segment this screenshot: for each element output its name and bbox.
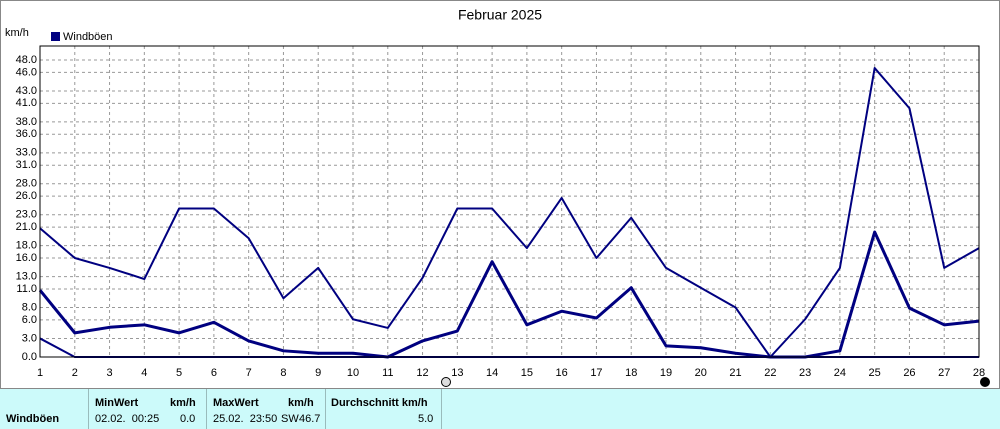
x-tick-label: 8 — [280, 367, 286, 379]
x-tick-label: 2 — [72, 367, 78, 379]
cell: 25.02. 23:50 — [213, 413, 278, 425]
cell: SW — [281, 413, 299, 425]
x-tick-label: 27 — [938, 367, 950, 379]
y-tick-label: 21.0 — [16, 221, 37, 233]
y-tick-label: 16.0 — [16, 252, 37, 264]
y-tick-label: 33.0 — [16, 147, 37, 159]
separator — [325, 389, 326, 429]
x-tick-label: 20 — [695, 367, 707, 379]
row-label: Windböen — [6, 413, 60, 425]
y-tick-label: 0.0 — [22, 351, 37, 363]
x-tick-label: 10 — [347, 367, 359, 379]
y-tick-label: 6.0 — [22, 314, 37, 326]
cell: 46.7 — [299, 413, 321, 425]
y-tick-label: 43.0 — [16, 85, 37, 97]
y-tick-label: 36.0 — [16, 128, 37, 140]
plot-frame — [39, 45, 980, 358]
chart: Februar 2025 km/h Windböen 0.0 3.0 6.08.0 1… — [0, 0, 1000, 389]
y-tick-label: 38.0 — [16, 116, 37, 128]
cell: 5.0 — [418, 413, 434, 425]
x-tick-label: 7 — [246, 367, 252, 379]
cell: 0.0 — [180, 413, 196, 425]
separator — [206, 389, 207, 429]
x-tick-label: 9 — [315, 367, 321, 379]
x-tick-label: 17 — [590, 367, 602, 379]
nav-icon[interactable] — [980, 377, 990, 387]
header: MaxWert — [213, 397, 259, 409]
y-unit: km/h — [5, 27, 29, 39]
y-tick-label: 26.0 — [16, 190, 37, 202]
x-tick-label: 15 — [521, 367, 533, 379]
x-tick-label: 4 — [141, 367, 147, 379]
y-tick-label: 18.0 — [16, 240, 37, 252]
y-tick-label: 23.0 — [16, 209, 37, 221]
x-tick-label: 26 — [903, 367, 915, 379]
series-line — [39, 67, 980, 358]
x-tick-label: 21 — [729, 367, 741, 379]
chart-title: Februar 2025 — [458, 7, 542, 23]
summary-table: Windböen MinWert km/h 02.02. 00:25 0.0 M… — [0, 389, 1000, 429]
header: Durchschnitt km/h — [331, 397, 428, 409]
x-tick-label: 22 — [764, 367, 776, 379]
x-tick-label: 24 — [834, 367, 846, 379]
x-tick-label: 28 — [973, 367, 985, 379]
x-tick-label: 16 — [556, 367, 568, 379]
y-tick-label: 28.0 — [16, 178, 37, 190]
legend-label: Windböen — [63, 31, 113, 43]
x-tick-label: 1 — [37, 367, 43, 379]
chart-frame — [0, 0, 1000, 389]
x-tick-label: 11 — [382, 367, 393, 379]
separator — [88, 389, 89, 429]
x-tick-label: 13 — [451, 367, 463, 379]
legend-swatch — [51, 32, 60, 41]
separator — [441, 389, 442, 429]
x-tick-label: 5 — [176, 367, 182, 379]
x-tick-label: 14 — [486, 367, 498, 379]
nav-icon[interactable] — [441, 377, 451, 387]
header: km/h — [288, 397, 314, 409]
series-line — [38, 230, 980, 359]
y-tick-label: 46.0 — [16, 66, 37, 78]
x-tick-label: 6 — [211, 367, 217, 379]
x-tick-label: 25 — [869, 367, 881, 379]
y-tick-label: 31.0 — [16, 159, 37, 171]
header: MinWert — [95, 397, 139, 409]
x-tick-label: 19 — [660, 367, 672, 379]
y-tick-label: 11.0 — [16, 283, 37, 295]
x-tick-label: 23 — [799, 367, 811, 379]
y-tick-label: 13.0 — [16, 270, 37, 282]
y-tick-label: 41.0 — [16, 97, 37, 109]
header: km/h — [170, 397, 196, 409]
y-tick-label: 48.0 — [16, 54, 37, 66]
x-tick-label: 18 — [625, 367, 637, 379]
y-tick-label: 8.0 — [22, 301, 37, 313]
x-tick-label: 3 — [106, 367, 112, 379]
x-tick-label: 12 — [416, 367, 428, 379]
y-tick-label: 3.0 — [22, 332, 37, 344]
cell: 02.02. 00:25 — [95, 413, 160, 425]
